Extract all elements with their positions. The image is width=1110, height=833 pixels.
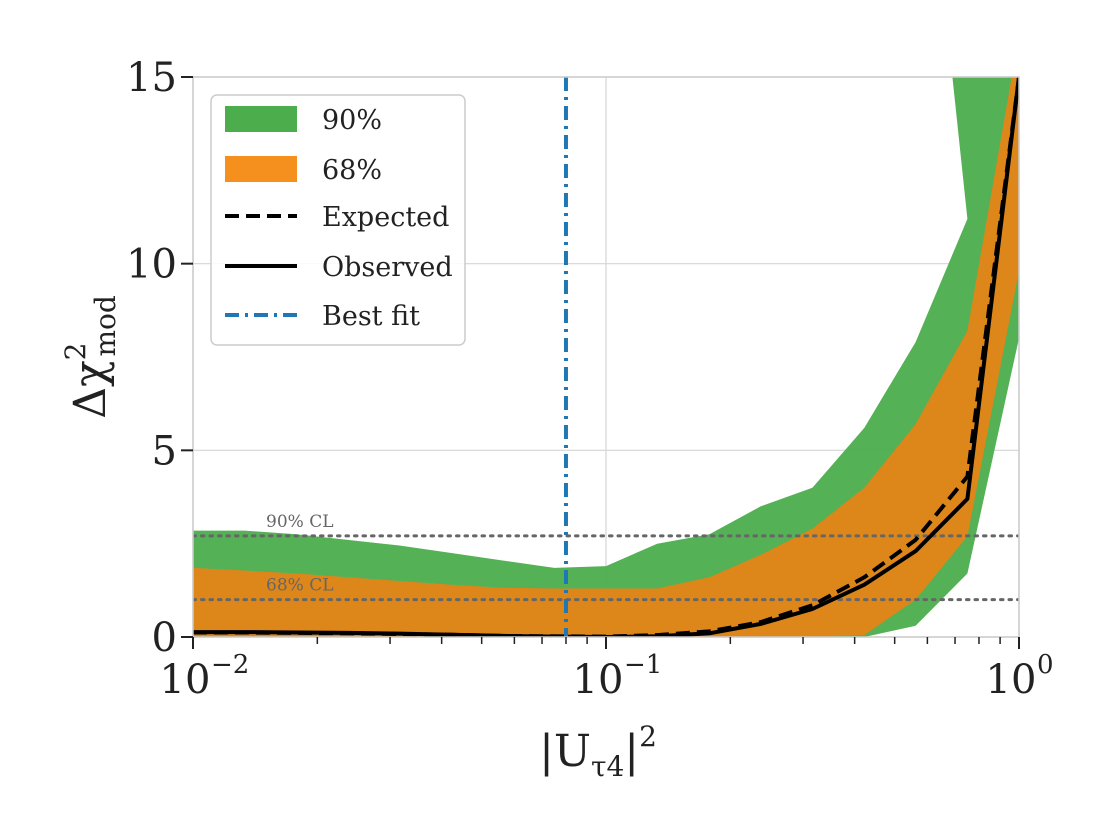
- legend-swatch-90: [225, 106, 297, 132]
- y-tick-label-0: 0: [152, 615, 177, 661]
- x-axis-label: |Uτ4|2: [539, 720, 657, 783]
- legend-label-observed: Observed: [322, 252, 453, 283]
- expected-line: [193, 77, 1019, 637]
- legend-label-68: 68%: [322, 155, 382, 186]
- cl-68-label: 68% CL: [266, 576, 334, 596]
- y-axis-label-sup: 2: [59, 343, 92, 361]
- x-axis-label-sub: τ4: [591, 750, 624, 783]
- y-axis-label-base: Δχ: [65, 360, 116, 418]
- x-tick-exponent-1: −1: [624, 650, 662, 680]
- y-axis-label: Δχ2mod: [59, 295, 122, 419]
- x-tick-exponent-2: 0: [1037, 650, 1054, 680]
- y-tick-label-1: 5: [152, 428, 177, 474]
- x-axis-label-tail: |: [624, 726, 639, 777]
- band-68-percent: [193, 77, 1019, 637]
- legend-label-best-fit: Best fit: [322, 301, 420, 332]
- cl-90-label: 90% CL: [266, 512, 334, 532]
- legend-swatch-68: [225, 156, 297, 182]
- y-tick-label-2: 10: [126, 242, 177, 288]
- legend-label-expected: Expected: [322, 202, 449, 233]
- x-tick-exponent-0: −2: [211, 650, 249, 680]
- x-axis-label-sup: 2: [639, 720, 657, 753]
- x-tick-label-1: 10: [573, 657, 624, 703]
- x-axis-label-base: |U: [539, 726, 591, 777]
- band-90-percent: [193, 77, 1019, 637]
- y-tick-label-3: 15: [126, 55, 177, 101]
- legend-label-90: 90%: [322, 105, 382, 136]
- x-tick-label-0: 10: [160, 657, 211, 703]
- x-tick-label-2: 10: [986, 657, 1037, 703]
- y-axis-label-sub: mod: [89, 295, 122, 356]
- legend: 90% 68% Expected Observed Best fit: [210, 94, 466, 346]
